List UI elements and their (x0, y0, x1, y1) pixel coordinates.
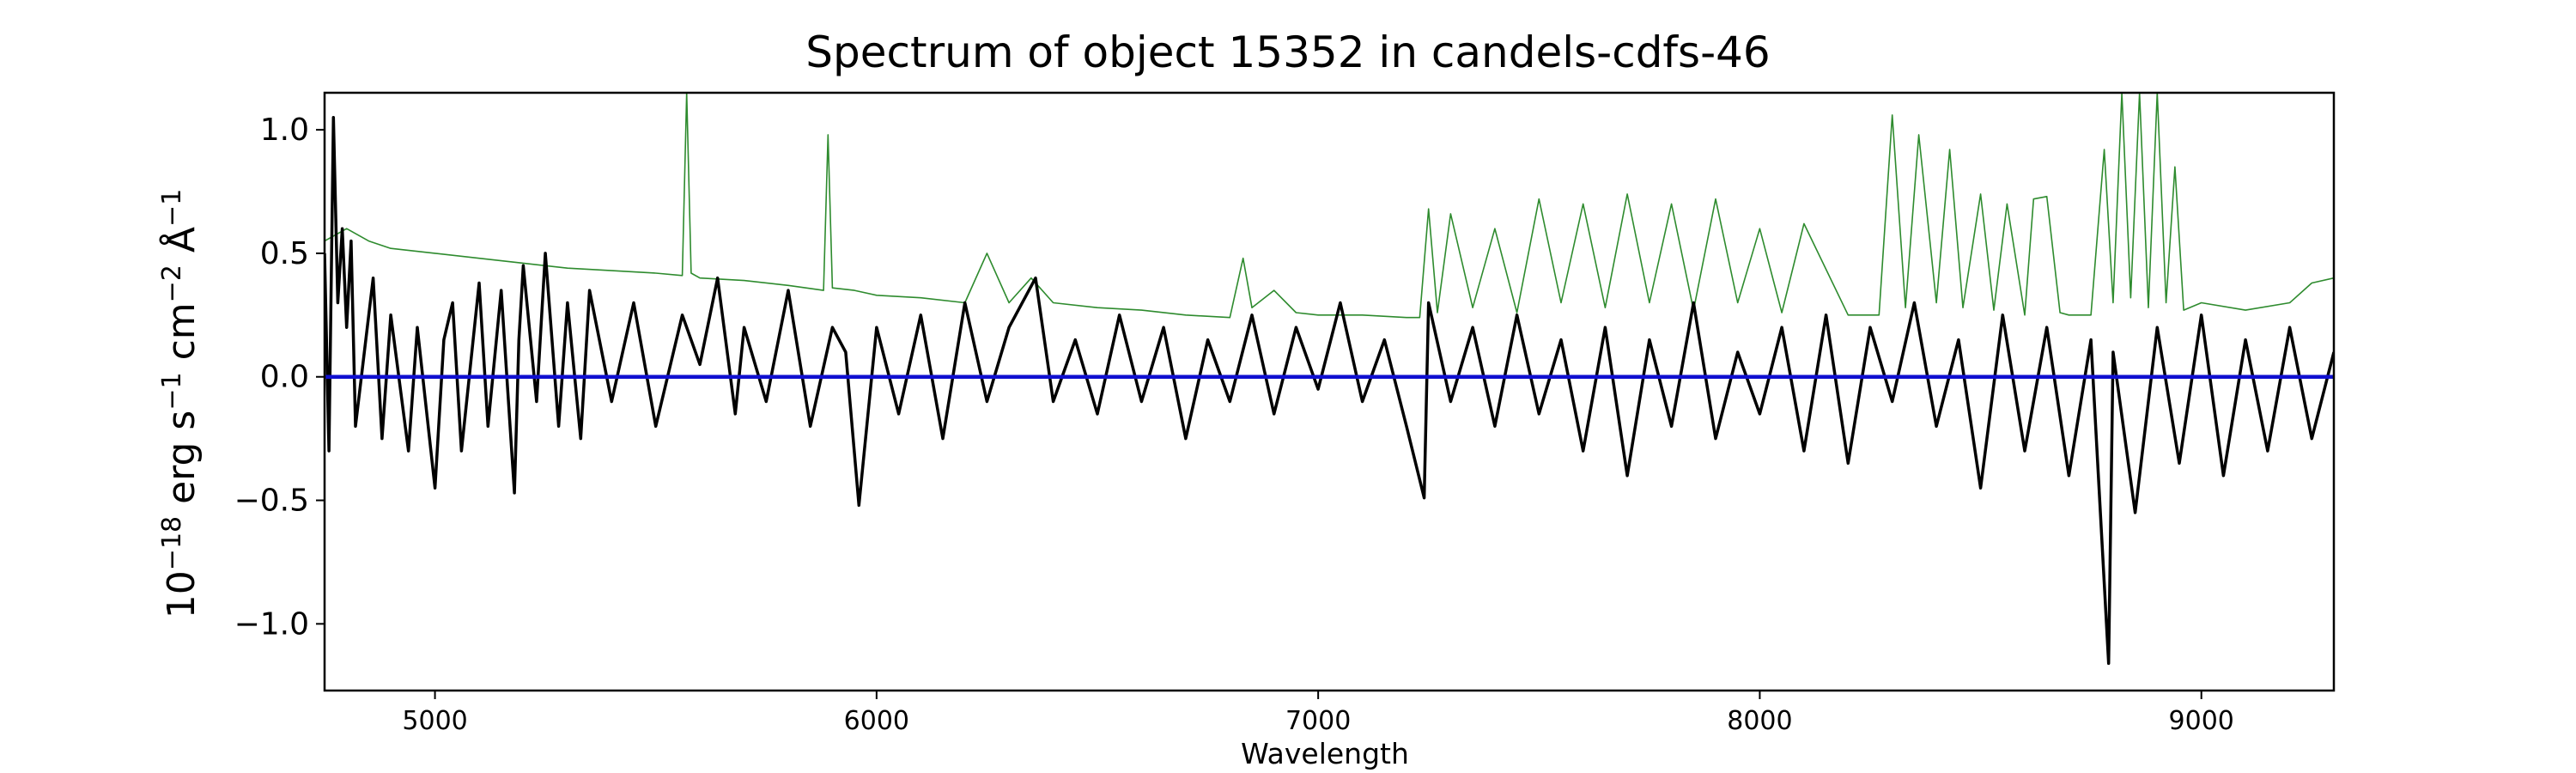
x-axis-label: Wavelength (1241, 737, 1409, 770)
plot-frame (323, 91, 2336, 692)
chart-title: Spectrum of object 15352 in candels-cdfs… (805, 27, 1771, 77)
x-tick-label: 6000 (844, 706, 909, 736)
x-tick-label: 5000 (402, 706, 467, 736)
series-line-flux (325, 116, 2334, 666)
y-tick-label: 0.0 (260, 360, 309, 395)
series-group (325, 93, 2334, 666)
y-tick-label: −1.0 (234, 606, 309, 642)
y-tick-label: 1.0 (260, 113, 309, 148)
y-tick-label: −0.5 (234, 484, 309, 519)
x-tick-label: 8000 (1727, 706, 1792, 736)
x-tick-label: 9000 (2169, 706, 2234, 736)
x-tick-label: 7000 (1285, 706, 1351, 736)
y-tick-label: 0.5 (260, 236, 309, 271)
series-line-error (325, 93, 2334, 319)
